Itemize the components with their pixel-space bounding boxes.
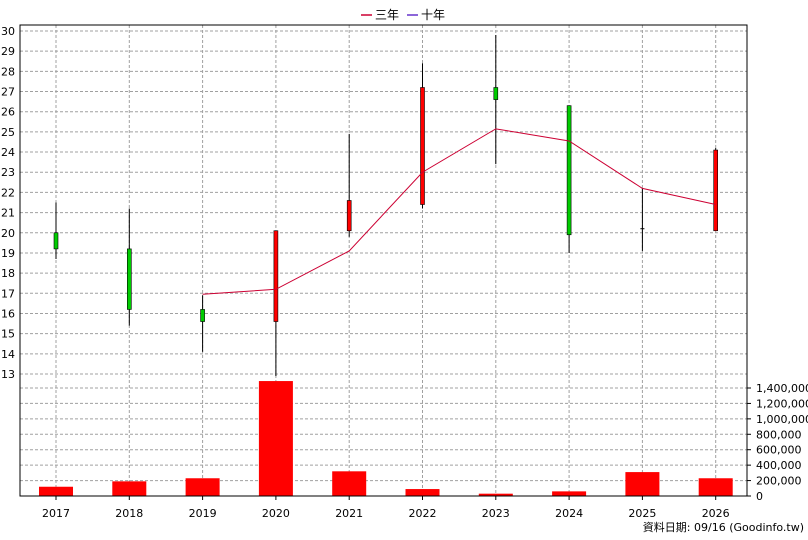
price-tick-label: 25: [1, 126, 15, 139]
volume-tick-label: 200,000: [756, 475, 802, 488]
volume-bar: [258, 381, 293, 496]
volume-tick-label: 1,200,000: [756, 397, 808, 410]
candle-body: [200, 309, 205, 322]
x-tick-label: 2021: [335, 507, 363, 520]
price-tick-label: 30: [1, 25, 15, 38]
grid: [20, 25, 747, 497]
volume-bars: [39, 381, 733, 496]
candle-body: [713, 149, 719, 232]
candle-body: [53, 232, 59, 250]
price-tick-label: 14: [1, 348, 15, 361]
volume-tick-label: 600,000: [756, 444, 802, 457]
price-tick-label: 13: [1, 368, 15, 381]
price-tick-label: 16: [1, 307, 15, 320]
volume-tick-label: 0: [756, 490, 763, 503]
candles: [53, 35, 719, 377]
candle-body: [273, 230, 279, 322]
x-tick-label: 2025: [628, 507, 656, 520]
price-tick-label: 27: [1, 86, 15, 99]
price-tick-label: 22: [1, 186, 15, 199]
price-tick-label: 18: [1, 267, 15, 280]
x-tick-label: 2020: [262, 507, 290, 520]
x-tick-label: 2018: [115, 507, 143, 520]
candle-body: [493, 87, 499, 100]
candle-body: [420, 87, 425, 205]
volume-bar: [405, 489, 440, 496]
volume-tick-label: 1,000,000: [756, 413, 808, 426]
x-tick-label: 2024: [555, 507, 583, 520]
price-tick-label: 24: [1, 146, 15, 159]
volume-bar: [185, 478, 220, 496]
footer-source: 資料日期: 09/16 (Goodinfo.tw): [643, 520, 804, 534]
x-tick-label: 2023: [482, 507, 510, 520]
price-tick-label: 19: [1, 247, 15, 260]
candle-body: [566, 105, 572, 236]
x-tick-label: 2026: [702, 507, 730, 520]
volume-bar: [39, 486, 73, 496]
candle-body: [346, 200, 352, 232]
legend: 三年 十年: [361, 8, 445, 22]
volume-tick-label: 800,000: [756, 428, 802, 441]
volume-bar: [625, 472, 660, 496]
volume-bar: [552, 491, 587, 496]
three-year-line-path: [202, 128, 716, 295]
candle-body: [127, 248, 132, 310]
price-tick-label: 28: [1, 65, 15, 78]
x-tick-label: 2017: [42, 507, 70, 520]
price-tick-label: 17: [1, 287, 15, 300]
price-tick-label: 26: [1, 106, 15, 119]
price-tick-label: 23: [1, 166, 15, 179]
volume-tick-label: 400,000: [756, 459, 802, 472]
x-tick-label: 2019: [189, 507, 217, 520]
price-tick-label: 20: [1, 227, 15, 240]
price-tick-label: 15: [1, 328, 15, 341]
volume-bar: [332, 471, 367, 496]
x-tick-label: 2022: [409, 507, 437, 520]
volume-tick-label: 1,400,000: [756, 382, 808, 395]
volume-bar: [112, 481, 147, 496]
volume-bar: [698, 478, 733, 496]
volume-bar: [478, 493, 513, 496]
plot-frame: [19, 24, 748, 497]
price-tick-label: 21: [1, 207, 15, 220]
three-year-line: [202, 128, 716, 295]
legend-label-three-year: 三年: [375, 8, 399, 22]
price-tick-label: 29: [1, 45, 15, 58]
axes: 1314151617181920212223242526272829300200…: [1, 24, 808, 520]
legend-label-ten-year: 十年: [421, 8, 445, 22]
